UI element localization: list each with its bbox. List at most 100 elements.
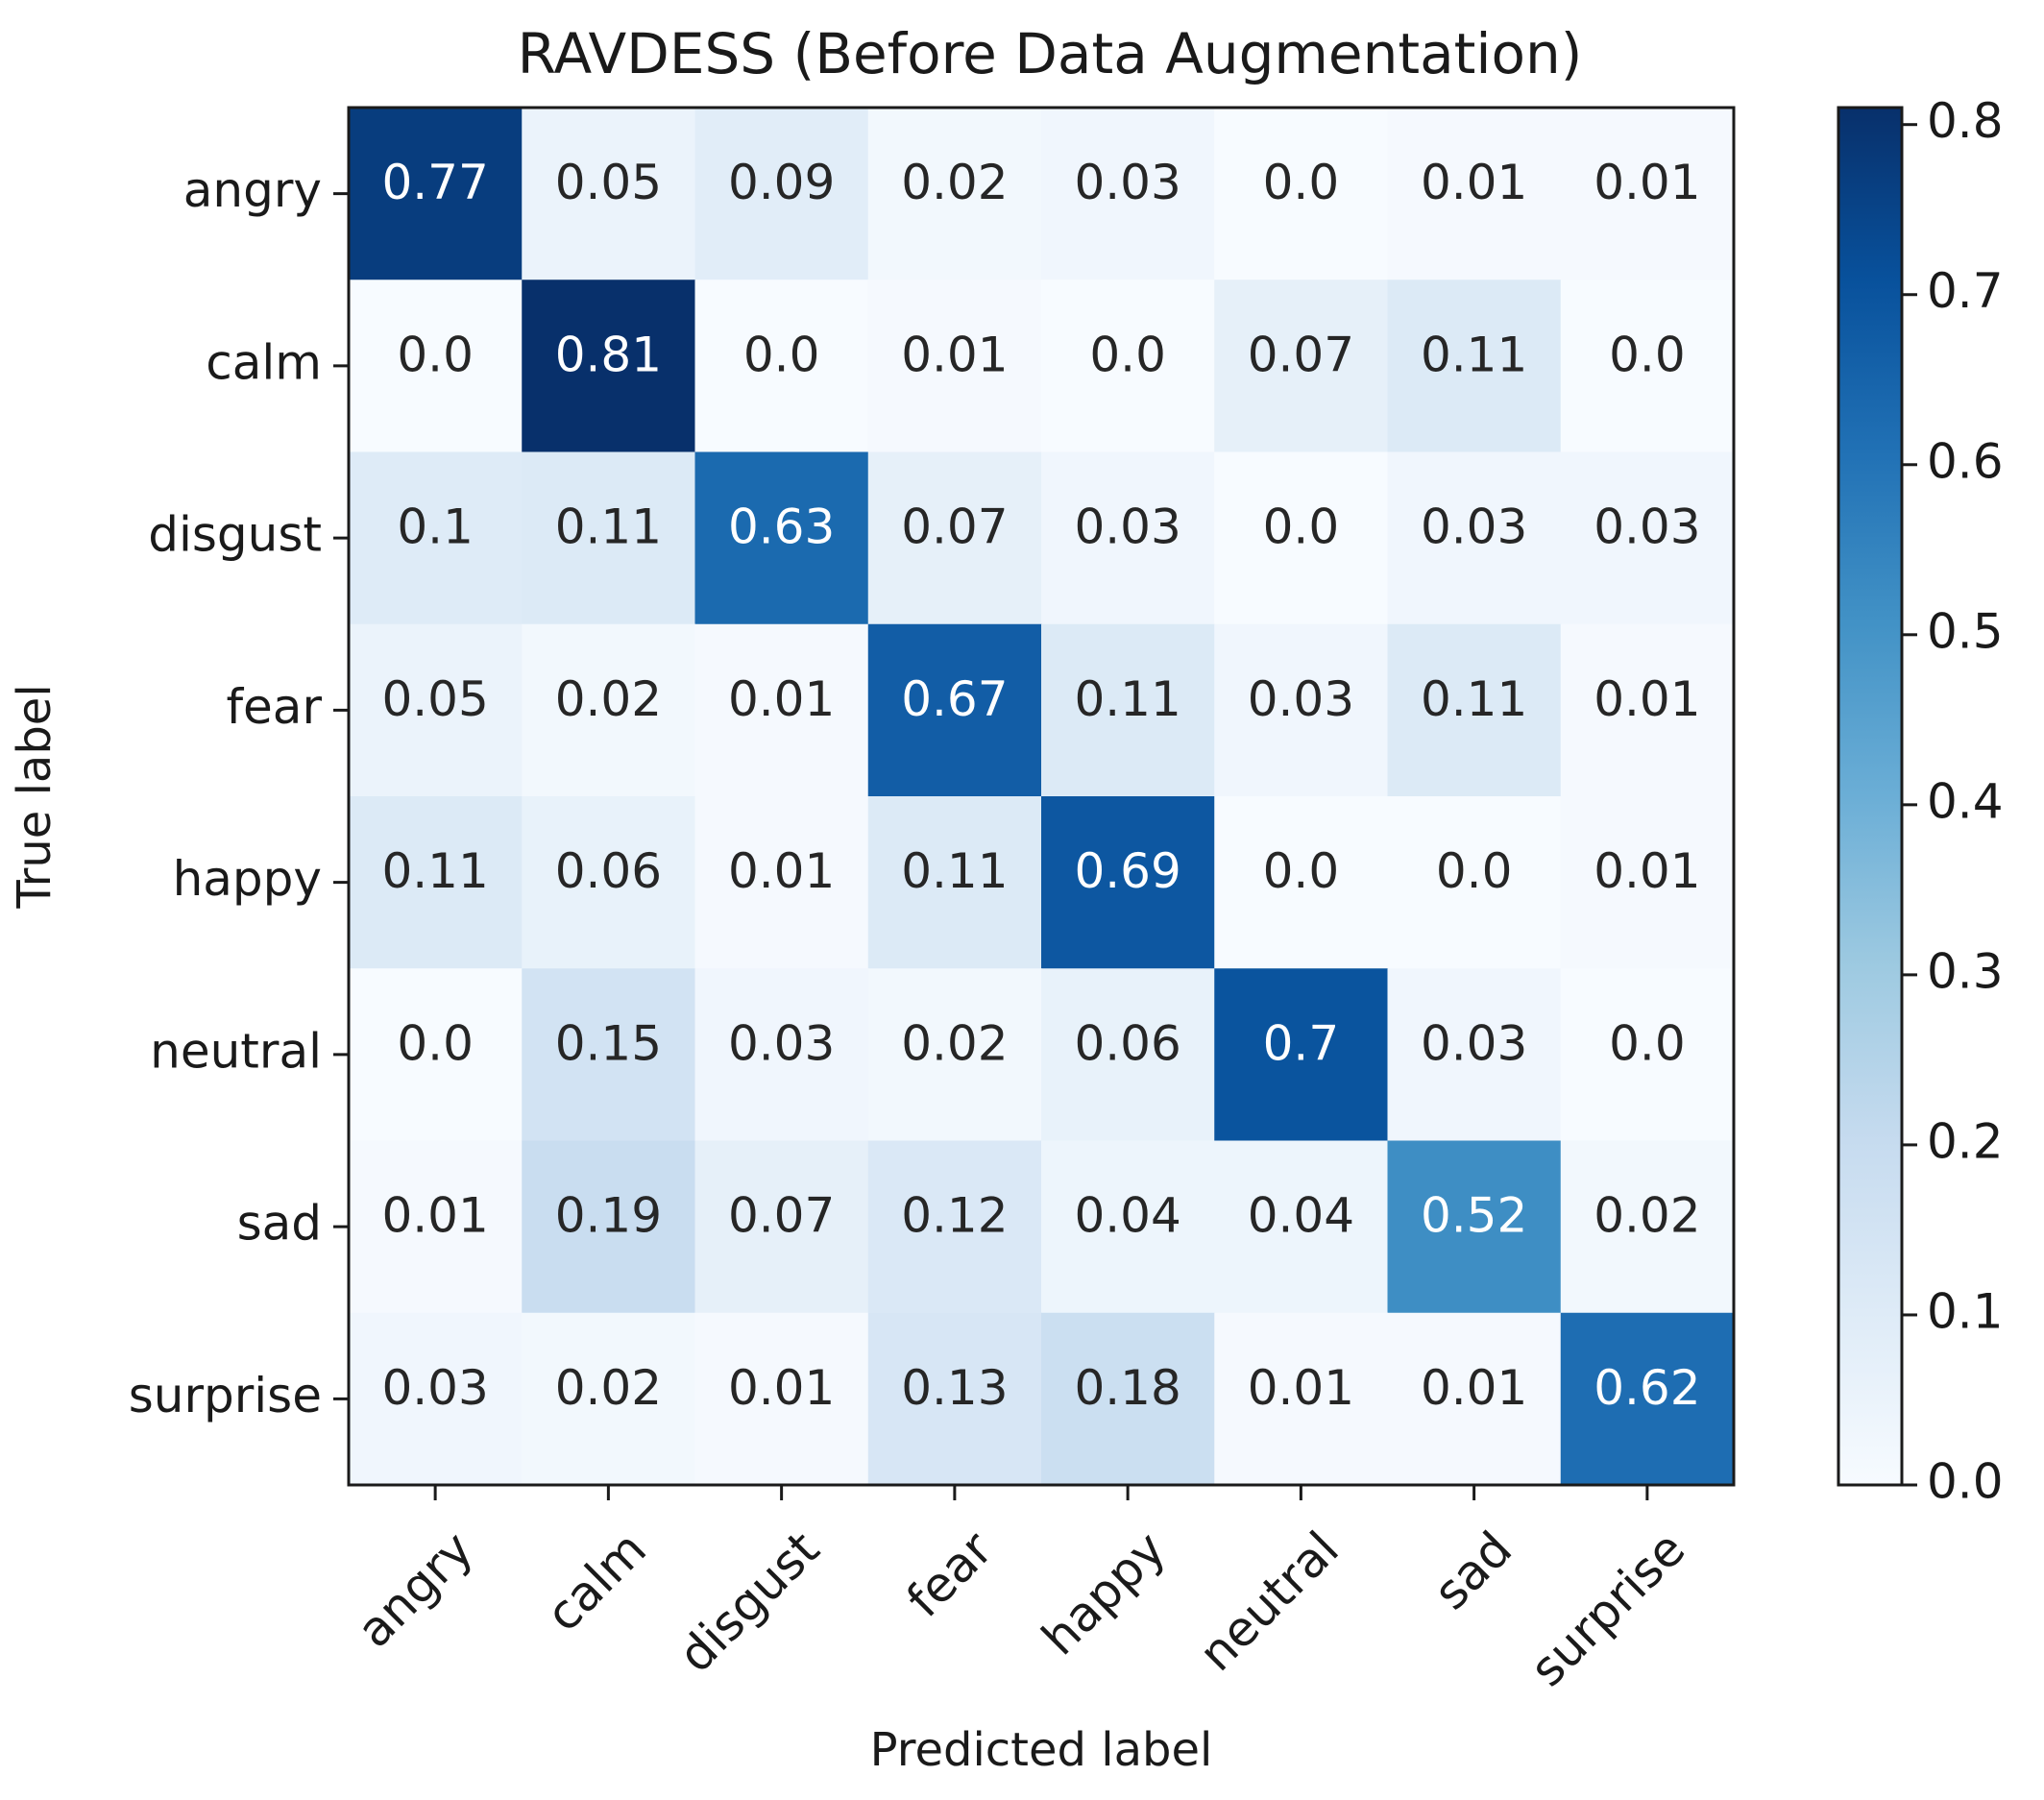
chart-title: RAVDESS (Before Data Augmentation) bbox=[518, 21, 1583, 86]
colorbar-frame bbox=[1837, 106, 1904, 1487]
heatmap-cell-label: 0.52 bbox=[1421, 1188, 1527, 1244]
heatmap-cell-label: 0.11 bbox=[1421, 671, 1527, 727]
heatmap-cell-label: 0.01 bbox=[728, 843, 835, 899]
heatmap-cell bbox=[349, 796, 523, 969]
heatmap-cell bbox=[522, 623, 696, 797]
x-axis-label: Predicted label bbox=[870, 1723, 1213, 1777]
heatmap-cell bbox=[1387, 108, 1562, 280]
heatmap-cell bbox=[694, 280, 869, 453]
heatmap-cell bbox=[867, 1140, 1042, 1314]
colorbar-tick-label: 0.5 bbox=[1927, 603, 2004, 659]
heatmap-cell-label: 0.0 bbox=[743, 327, 820, 382]
heatmap-cell-label: 0.01 bbox=[728, 1360, 835, 1416]
heatmap-cell-label: 0.07 bbox=[1248, 327, 1354, 382]
heatmap-cell-label: 0.07 bbox=[901, 499, 1008, 555]
x-tick-label: neutral bbox=[1188, 1520, 1349, 1681]
heatmap-cell-label: 0.01 bbox=[381, 1188, 488, 1244]
heatmap-cell-label: 0.01 bbox=[901, 327, 1008, 382]
heatmap-cell-label: 0.77 bbox=[381, 155, 488, 210]
heatmap-cell bbox=[1041, 968, 1215, 1142]
heatmap-cell-label: 0.11 bbox=[1421, 327, 1527, 382]
heatmap-cells bbox=[349, 108, 1735, 1486]
heatmap-cell bbox=[1560, 451, 1735, 625]
heatmap-cell bbox=[1387, 1140, 1562, 1314]
heatmap-cell bbox=[867, 796, 1042, 969]
heatmap-cell-label: 0.01 bbox=[1421, 1360, 1527, 1416]
colorbar-tick-label: 0.7 bbox=[1927, 263, 2004, 319]
colorbar-tick-label: 0.4 bbox=[1927, 773, 2004, 829]
heatmap-cell bbox=[1387, 451, 1562, 625]
heatmap-cell bbox=[867, 280, 1042, 453]
y-axis-label: True label bbox=[8, 684, 61, 909]
heatmap-cell bbox=[1560, 1312, 1735, 1486]
heatmap-cell-label: 0.02 bbox=[555, 671, 662, 727]
heatmap-cell bbox=[1387, 796, 1562, 969]
plot-frame bbox=[347, 106, 1736, 1487]
heatmap-cell-label: 0.81 bbox=[555, 327, 662, 382]
heatmap-cell-label: 0.15 bbox=[555, 1015, 662, 1071]
heatmap-cell-label: 0.11 bbox=[555, 499, 662, 555]
heatmap-cell bbox=[1387, 968, 1562, 1142]
heatmap-cell bbox=[694, 451, 869, 625]
heatmap-cell-label: 0.06 bbox=[555, 843, 662, 899]
heatmap-cell bbox=[1560, 796, 1735, 969]
heatmap-cell-label: 0.69 bbox=[1074, 843, 1180, 899]
heatmap-cell bbox=[349, 1312, 523, 1486]
heatmap-cell bbox=[1560, 280, 1735, 453]
heatmap-cell-label: 0.06 bbox=[1074, 1015, 1180, 1071]
heatmap-cell-label: 0.03 bbox=[1421, 499, 1527, 555]
heatmap-cell bbox=[1214, 623, 1389, 797]
heatmap-cell-label: 0.05 bbox=[555, 155, 662, 210]
y-tick-label: neutral bbox=[150, 1023, 322, 1079]
heatmap-cell-label: 0.67 bbox=[901, 671, 1008, 727]
heatmap-cell-label: 0.0 bbox=[397, 1015, 474, 1071]
y-tick-label: surprise bbox=[129, 1368, 322, 1423]
heatmap-cell-label: 0.0 bbox=[1089, 327, 1166, 382]
heatmap-cell bbox=[867, 451, 1042, 625]
heatmap-cell bbox=[867, 1312, 1042, 1486]
heatmap-cell bbox=[522, 796, 696, 969]
heatmap-cell-label: 0.12 bbox=[901, 1188, 1008, 1244]
x-tick-label: fear bbox=[896, 1520, 1004, 1628]
heatmap-cell bbox=[694, 1312, 869, 1486]
heatmap-cell-label: 0.11 bbox=[381, 843, 488, 899]
heatmap-cell bbox=[349, 623, 523, 797]
heatmap-cell-label: 0.0 bbox=[1263, 155, 1340, 210]
heatmap-cell-label: 0.03 bbox=[1248, 671, 1354, 727]
x-tick-label: calm bbox=[535, 1520, 656, 1642]
heatmap-cell bbox=[1387, 280, 1562, 453]
colorbar-ticks: 0.0 0.1 0.2 0.3 0.4 0.5 0.6 0.7 0.8 bbox=[1902, 93, 2004, 1510]
heatmap-cell-label: 0.03 bbox=[1421, 1015, 1527, 1071]
heatmap-cell bbox=[1041, 108, 1215, 280]
heatmap-cell bbox=[694, 796, 869, 969]
heatmap-cell bbox=[1214, 1140, 1389, 1314]
heatmap-cell-label: 0.02 bbox=[901, 155, 1008, 210]
heatmap-cell-label: 0.13 bbox=[901, 1360, 1008, 1416]
heatmap-cell bbox=[1214, 968, 1389, 1142]
y-axis-ticks: angry calm disgust fear happy neutral sad surpr… bbox=[129, 162, 349, 1423]
heatmap-cell-label: 0.11 bbox=[901, 843, 1008, 899]
heatmap-cell bbox=[1560, 108, 1735, 280]
y-tick-label: calm bbox=[206, 334, 322, 390]
colorbar-tick-label: 0.3 bbox=[1927, 943, 2004, 999]
heatmap-cell-label: 0.0 bbox=[1609, 1015, 1686, 1071]
heatmap-cell-label: 0.03 bbox=[728, 1015, 835, 1071]
heatmap-cell bbox=[1041, 796, 1215, 969]
y-tick-label: disgust bbox=[148, 507, 322, 563]
colorbar-gradient bbox=[1838, 108, 1902, 1485]
heatmap-cell bbox=[1214, 796, 1389, 969]
heatmap-cell-label: 0.03 bbox=[381, 1360, 488, 1416]
heatmap-cell bbox=[867, 623, 1042, 797]
colorbar-tick-label: 0.0 bbox=[1927, 1454, 2004, 1510]
heatmap-cell bbox=[694, 1140, 869, 1314]
heatmap-cell bbox=[1560, 968, 1735, 1142]
heatmap-cell bbox=[349, 280, 523, 453]
heatmap-cell bbox=[1041, 1140, 1215, 1314]
heatmap-cell-label: 0.01 bbox=[1421, 155, 1527, 210]
heatmap-cell-label: 0.03 bbox=[1594, 499, 1700, 555]
heatmap-cell-label: 0.0 bbox=[1263, 499, 1340, 555]
heatmap-cell-labels: 0.77 0.05 0.09 0.02 0.03 0.0 0.01 0.01 0.0 0.81 0.… bbox=[381, 155, 1700, 1416]
heatmap-cell bbox=[1041, 1312, 1215, 1486]
heatmap-cell bbox=[349, 108, 523, 280]
